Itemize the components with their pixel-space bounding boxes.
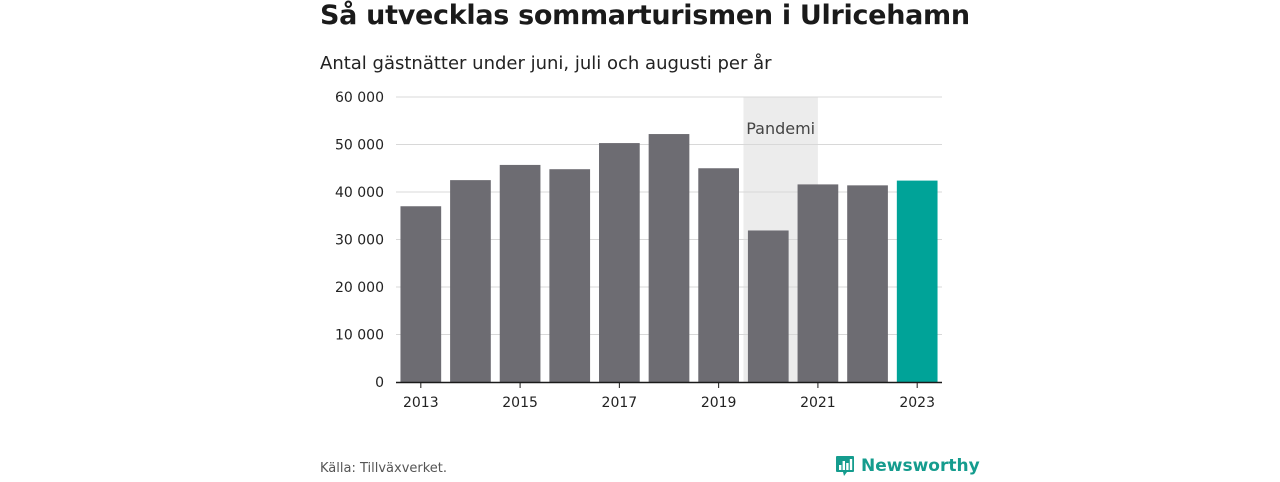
chart-subtitle: Antal gästnätter under juni, juli och au…	[320, 53, 772, 74]
brand-name: Newsworthy	[861, 456, 980, 476]
y-tick-label: 10 000	[335, 328, 384, 344]
x-tick-label: 2015	[502, 395, 538, 411]
y-tick-label: 20 000	[335, 280, 384, 296]
x-tick-label: 2017	[602, 395, 638, 411]
x-tick-label: 2019	[701, 395, 737, 411]
newsworthy-logo[interactable]: Newsworthy	[835, 455, 980, 477]
bar-highlight	[896, 180, 938, 382]
bar	[400, 206, 442, 382]
bar	[450, 180, 491, 382]
source-note: Källa: Tillväxverket.	[320, 461, 448, 476]
y-tick-label: 30 000	[335, 233, 384, 249]
bar-chart-logo-icon	[835, 455, 855, 477]
chart-title: Så utvecklas sommarturismen i Ulricehamn	[320, 0, 970, 31]
bar	[648, 134, 690, 382]
x-tick-label: 2021	[800, 395, 836, 411]
bar	[698, 168, 739, 382]
bar	[797, 184, 839, 382]
y-tick-label: 0	[375, 375, 384, 391]
y-tick-label: 60 000	[335, 90, 384, 106]
bar	[599, 143, 640, 382]
pandemic-label: Pandemi	[746, 119, 815, 138]
bar	[747, 230, 789, 382]
bar	[499, 164, 541, 382]
x-tick-label: 2013	[403, 395, 439, 411]
x-tick-label: 2023	[899, 395, 935, 411]
bar	[847, 185, 888, 382]
bar	[549, 169, 591, 382]
y-tick-label: 40 000	[335, 185, 384, 201]
y-tick-label: 50 000	[335, 138, 384, 154]
